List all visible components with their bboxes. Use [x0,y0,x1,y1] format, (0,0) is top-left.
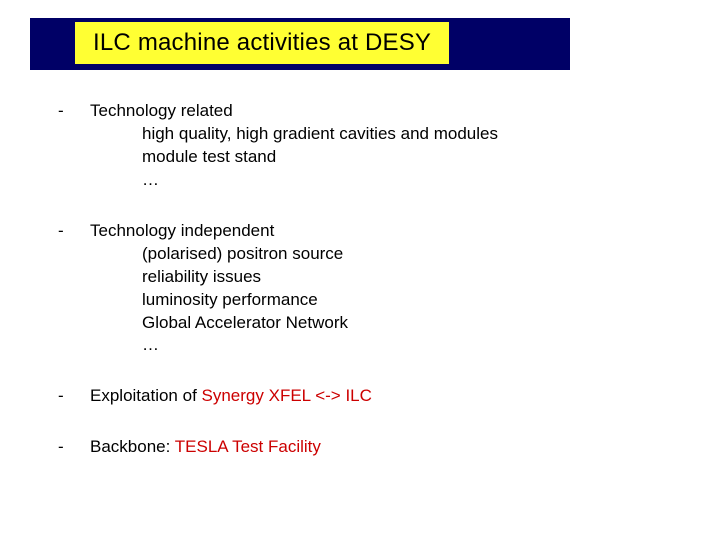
sub-line: luminosity performance [90,289,678,312]
synergy-prefix: Exploitation of [90,386,202,405]
backbone-accent: TESLA Test Facility [175,437,321,456]
sub-line: Global Accelerator Network [90,312,678,335]
sub-line: high quality, high gradient cavities and… [90,123,678,146]
list-item: - Technology independent (polarised) pos… [58,220,678,358]
item-body: Technology related high quality, high gr… [90,100,678,192]
bullet-dash: - [58,436,90,459]
sub-line: … [90,334,678,357]
bullet-dash: - [58,385,90,408]
list-item: - Exploitation of Synergy XFEL <-> ILC [58,385,678,408]
item-body: Backbone: TESLA Test Facility [90,436,678,459]
sub-line: module test stand [90,146,678,169]
list-item: - Backbone: TESLA Test Facility [58,436,678,459]
content-area: - Technology related high quality, high … [58,100,678,487]
item-lead: Technology independent [90,220,678,243]
bullet-dash: - [58,100,90,192]
sub-line: (polarised) positron source [90,243,678,266]
sub-line: … [90,169,678,192]
item-body: Exploitation of Synergy XFEL <-> ILC [90,385,678,408]
slide-title: ILC machine activities at DESY [75,22,449,64]
bullet-dash: - [58,220,90,358]
item-body: Technology independent (polarised) posit… [90,220,678,358]
sub-line: reliability issues [90,266,678,289]
backbone-prefix: Backbone: [90,437,175,456]
item-lead: Technology related [90,100,678,123]
list-item: - Technology related high quality, high … [58,100,678,192]
synergy-accent: Synergy XFEL <-> ILC [202,386,372,405]
